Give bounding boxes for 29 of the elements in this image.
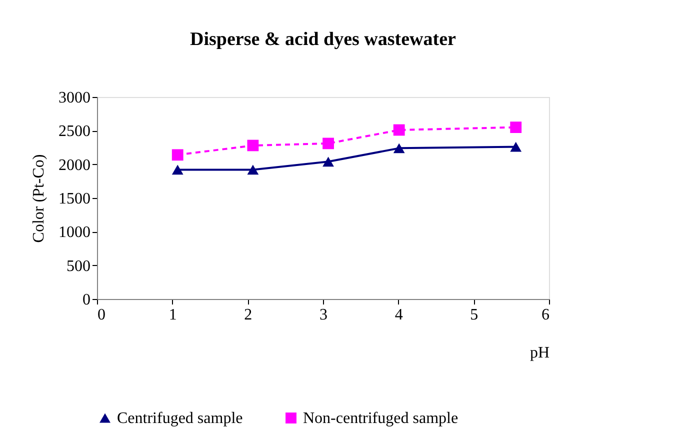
x-tick-label: 6 (542, 306, 550, 324)
x-axis-title: pH (530, 344, 550, 362)
chart-title: Disperse & acid dyes wastewater (190, 29, 457, 50)
y-tick-label: 1000 (58, 224, 90, 242)
point (510, 122, 522, 133)
y-axis-title: Color (Pt-Co) (30, 154, 48, 243)
point (322, 156, 334, 167)
y-tick-label: 2000 (58, 156, 90, 174)
x-tick-label: 4 (394, 306, 403, 324)
point (247, 140, 259, 152)
y-tick-label: 2500 (58, 123, 90, 140)
point (172, 149, 184, 161)
legend-label: Centrifuged sample (117, 410, 243, 427)
point (172, 164, 184, 175)
x-tick-label: 1 (168, 306, 177, 324)
point (322, 138, 334, 150)
x-tick-label: 0 (98, 306, 106, 324)
y-tick-label: 0 (82, 292, 90, 308)
y-tick-label: 500 (66, 258, 90, 275)
point (393, 143, 405, 154)
legend-label: Non-centrifuged sample (303, 410, 458, 427)
point (393, 124, 405, 136)
point (247, 164, 259, 175)
point (510, 142, 522, 152)
y-tick-label: 3000 (58, 90, 90, 106)
x-tick-label: 3 (320, 306, 328, 324)
x-tick-label: 5 (470, 306, 478, 324)
y-tick-label: 1500 (58, 190, 90, 208)
x-tick-label: 2 (244, 306, 252, 324)
